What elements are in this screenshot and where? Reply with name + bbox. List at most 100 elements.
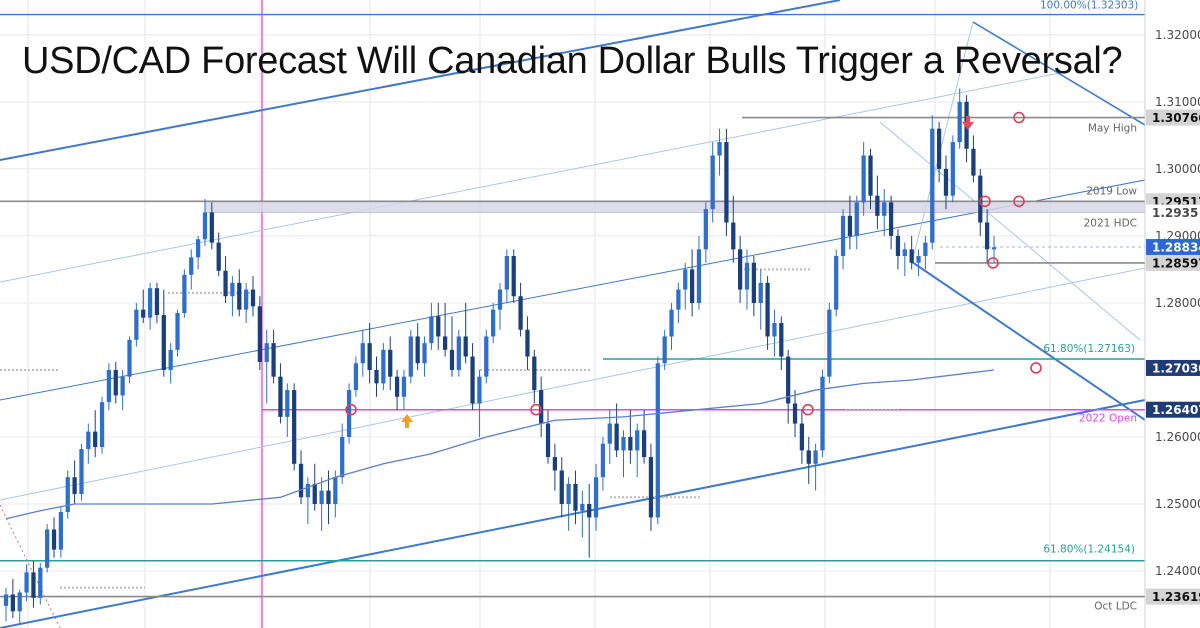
candle-body-144 [991, 247, 997, 250]
candle-body-17 [120, 376, 125, 396]
candle-body-46 [319, 490, 324, 505]
candle-body-79 [545, 423, 551, 458]
tick-label-0: 1.32000 [1155, 28, 1200, 42]
pitchfork-handle [911, 21, 974, 263]
candle-body-15 [106, 369, 112, 403]
candle-body-51 [353, 363, 359, 391]
candle-body-124 [854, 202, 859, 236]
candle-body-96 [662, 336, 667, 364]
candle-body-141 [971, 148, 976, 176]
candle-body-90 [621, 436, 626, 451]
candle-body-0 [3, 594, 9, 606]
moving-average [5, 369, 995, 520]
candle-body-119 [820, 376, 825, 451]
candle-body-74 [511, 256, 516, 297]
pitchfork-lower [911, 261, 1146, 421]
channel-mid [0, 179, 1146, 401]
candle-body-64 [442, 336, 448, 350]
fib-618-upper-note: 61.80%(1.27163) [1043, 343, 1135, 355]
candle-body-41 [285, 390, 290, 417]
candle-body-116 [799, 423, 805, 451]
candle-body-13 [93, 431, 98, 448]
tick-label-5: 1.26000 [1155, 430, 1200, 444]
candle-body-110 [758, 282, 763, 303]
candle-body-32 [223, 270, 228, 297]
candle-body-38 [264, 343, 269, 362]
support-badge-text: 1.28597 [1152, 256, 1200, 270]
candle-body-78 [539, 390, 544, 424]
candle-body-87 [600, 443, 606, 478]
2021-hdc-badge-text: 1.2935 [1152, 206, 1198, 220]
candle-body-113 [779, 323, 784, 357]
candle-body-104 [717, 142, 722, 156]
fib-618-lower-note: 61.80%(1.24154) [1043, 544, 1135, 556]
support-badge [1146, 254, 1200, 271]
candle-body-3 [24, 572, 29, 593]
may-high-badge [1146, 109, 1200, 126]
candle-body-121 [834, 256, 839, 310]
candle-body-115 [792, 403, 798, 424]
candle-body-23 [161, 315, 166, 370]
may-high-badge-text: 1.30766 [1152, 111, 1200, 125]
candle-body-134 [923, 242, 928, 257]
candle-body-128 [882, 202, 887, 216]
candle-body-14 [99, 402, 105, 448]
candle-body-66 [456, 336, 461, 370]
candle-body-137 [943, 168, 949, 196]
candle-body-100 [689, 269, 695, 303]
candle-body-67 [463, 336, 468, 357]
candle-body-139 [957, 101, 962, 143]
2021-hdc-note: 2021 HDC [1084, 217, 1137, 229]
candle-body-127 [875, 195, 880, 216]
candle-body-24 [168, 349, 173, 370]
oct-ldc-badge [1146, 588, 1200, 605]
circle-marker-7 [1030, 362, 1042, 374]
candle-body-131 [902, 249, 907, 257]
headline: USD/CAD Forecast Will Canadian Dollar Bu… [22, 40, 1123, 82]
candle-body-16 [113, 369, 118, 396]
candle-body-98 [676, 289, 681, 310]
candle-body-97 [669, 309, 674, 337]
candle-body-34 [237, 282, 242, 310]
candle-body-18 [127, 339, 132, 377]
candle-body-81 [559, 470, 564, 505]
candle-body-28 [195, 239, 201, 258]
candle-body-27 [189, 257, 194, 275]
candle-body-56 [388, 349, 393, 377]
candle-body-123 [847, 215, 853, 236]
tick-label-4: 1.28000 [1155, 296, 1200, 310]
candle-body-114 [786, 356, 791, 404]
candle-body-33 [230, 282, 235, 297]
candle-body-118 [813, 450, 818, 464]
candle-body-26 [182, 274, 187, 313]
candle-body-83 [573, 483, 578, 511]
candle-body-133 [916, 256, 921, 263]
tick-label-7: 1.24000 [1155, 564, 1200, 578]
candle-body-143 [985, 222, 990, 250]
tick-label-6: 1.25000 [1155, 497, 1200, 511]
candle-body-10 [72, 477, 77, 494]
candle-body-43 [298, 463, 304, 498]
channel-light-2 [0, 267, 1146, 501]
candle-body-91 [628, 436, 633, 451]
candle-body-94 [648, 457, 654, 518]
dotted-red-line [0, 504, 61, 628]
candle-body-30 [209, 212, 214, 243]
candle-body-54 [374, 369, 379, 384]
candle-body-138 [950, 142, 955, 196]
candle-body-106 [731, 222, 736, 250]
candle-body-71 [491, 309, 496, 337]
hdc-band [204, 200, 1146, 213]
circle-marker-1 [530, 403, 542, 416]
pitchfork-mid [879, 121, 1141, 341]
axis-background [1145, 0, 1200, 628]
candle-body-5 [38, 567, 43, 598]
price-axis: 1.320001.310001.300001.290001.280001.260… [1144, 0, 1200, 628]
candle-body-65 [449, 349, 455, 370]
fib-618-upper-badge-text: 1.27030 [1152, 361, 1200, 375]
candle-body-63 [436, 316, 441, 337]
candle-body-95 [655, 363, 660, 518]
oct-ldc-badge-text: 1.23619 [1152, 590, 1200, 604]
candle-body-25 [175, 312, 180, 350]
